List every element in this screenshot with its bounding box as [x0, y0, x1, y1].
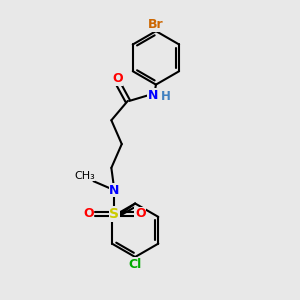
Text: O: O: [112, 72, 123, 85]
Text: O: O: [83, 207, 94, 220]
Text: Br: Br: [148, 18, 164, 31]
Text: O: O: [135, 207, 146, 220]
Text: H: H: [160, 90, 170, 103]
Text: N: N: [109, 184, 119, 196]
Text: CH₃: CH₃: [74, 171, 95, 181]
Text: N: N: [148, 88, 158, 101]
Text: S: S: [109, 207, 119, 221]
Text: Cl: Cl: [128, 258, 142, 271]
